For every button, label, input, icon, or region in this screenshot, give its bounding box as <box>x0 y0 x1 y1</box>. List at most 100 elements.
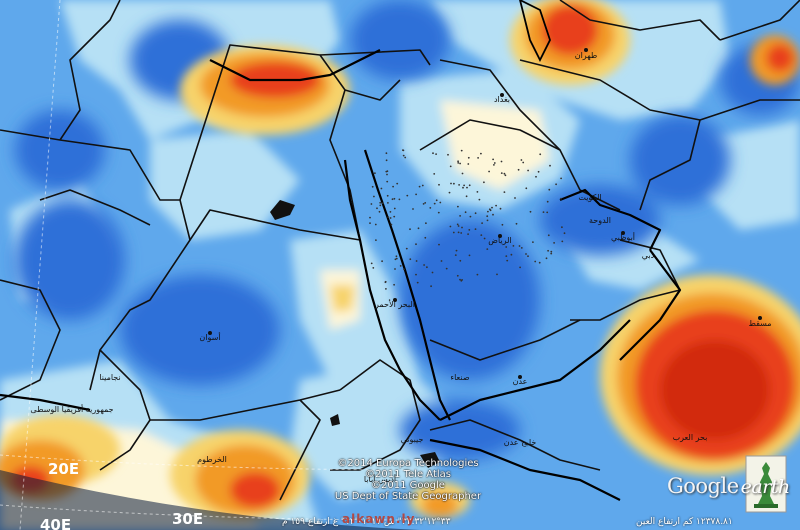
red-caspian <box>542 5 598 55</box>
station-dot <box>369 222 371 225</box>
lake-nasser <box>270 200 295 220</box>
station-dot <box>415 273 417 276</box>
city-marker <box>518 375 522 379</box>
station-dot <box>440 260 443 262</box>
station-dot <box>455 249 458 252</box>
station-dot <box>486 219 489 222</box>
station-dot <box>399 265 402 267</box>
station-dot <box>450 182 452 185</box>
city-marker <box>393 298 397 302</box>
cream-zone-arabia <box>440 100 550 190</box>
place-label: مسقط <box>748 319 771 328</box>
latitude-label-40: 40E <box>40 516 71 530</box>
station-dot <box>483 237 486 240</box>
copyright-line: ©2011 Tele Atlas <box>364 469 451 480</box>
red-sea-east-coast <box>363 149 451 421</box>
station-dot <box>469 215 472 218</box>
coordinates-readout: ٣٣°١٢'٣٣.٣٢" ش ١٧°٠١'١٢" غ ارتفاع ١٥٩ م <box>282 517 451 527</box>
station-dot <box>402 149 405 152</box>
station-dot <box>459 278 461 281</box>
city-marker <box>498 234 502 238</box>
station-dot <box>417 227 420 230</box>
station-dot <box>460 232 463 234</box>
station-dot <box>386 180 389 183</box>
station-dot <box>422 203 425 205</box>
station-dot <box>510 253 513 256</box>
station-dot <box>501 223 504 226</box>
station-dot <box>529 210 532 213</box>
station-dot <box>542 211 545 214</box>
station-dot <box>547 234 550 237</box>
station-dot <box>395 257 398 260</box>
station-dot <box>495 204 497 207</box>
station-dot <box>476 273 479 276</box>
place-label: أبوظبي <box>611 232 635 242</box>
station-dot <box>412 208 414 210</box>
deep-blue-field <box>15 0 800 460</box>
arabian-coast <box>619 249 682 361</box>
station-dot <box>374 223 377 226</box>
station-dot <box>459 215 461 217</box>
africa-lower-coast <box>0 393 91 412</box>
station-dot <box>483 181 485 184</box>
station-dot <box>527 255 529 258</box>
place-label: دبي <box>642 251 655 260</box>
station-dot <box>369 216 371 219</box>
station-dot <box>423 264 425 266</box>
station-dot <box>385 159 388 162</box>
station-dot <box>504 174 507 177</box>
station-dot <box>406 194 409 197</box>
station-dot <box>438 183 440 186</box>
station-dot <box>380 187 383 190</box>
station-dot <box>525 187 528 190</box>
station-dot <box>404 156 407 159</box>
place-label: نجامينا <box>99 373 120 382</box>
station-dot <box>386 173 388 176</box>
station-dot <box>486 248 489 251</box>
city-marker <box>500 93 504 97</box>
station-dot <box>385 152 388 155</box>
station-dot <box>512 245 515 247</box>
station-dot <box>467 163 470 165</box>
station-dot <box>488 170 490 173</box>
station-dot <box>563 232 566 235</box>
station-dot <box>431 271 434 274</box>
station-dot <box>394 258 397 261</box>
place-label: صنعاء <box>450 373 469 382</box>
station-dot <box>416 281 419 284</box>
place-label: خليج عدن <box>504 438 537 447</box>
station-dot <box>430 285 432 288</box>
station-dot <box>386 194 389 197</box>
station-dot <box>376 207 378 210</box>
station-dot <box>503 191 506 194</box>
station-dot <box>381 202 384 205</box>
station-dot <box>392 185 394 188</box>
station-dot <box>395 255 398 258</box>
logo-google-text: Google <box>667 474 739 498</box>
city-marker <box>758 316 762 320</box>
status-bar: ٣٣°١٢'٣٣.٣٢" ش ١٧°٠١'١٢" غ ارتفاع ١٥٩ م … <box>0 515 800 530</box>
logo-earth-text: earth <box>740 476 791 498</box>
red-sea-west-coast <box>343 159 441 421</box>
station-dot <box>459 162 461 165</box>
city-markers <box>208 48 762 379</box>
station-dot <box>476 191 479 193</box>
deep-blue-egypt <box>15 200 125 320</box>
station-dot <box>403 268 405 271</box>
station-dot <box>457 160 459 163</box>
place-label: الرياض <box>488 236 511 245</box>
station-dot <box>421 184 424 187</box>
station-dot <box>378 210 381 213</box>
station-dot <box>370 262 373 265</box>
station-dot <box>522 161 525 164</box>
station-dot <box>553 242 555 244</box>
station-dot <box>491 206 493 209</box>
latitude-label-30: 30E <box>172 510 203 528</box>
red-east-corner <box>766 44 794 72</box>
station-dot <box>515 222 518 225</box>
graticule <box>0 0 421 530</box>
deep-blue-horn <box>400 400 520 460</box>
